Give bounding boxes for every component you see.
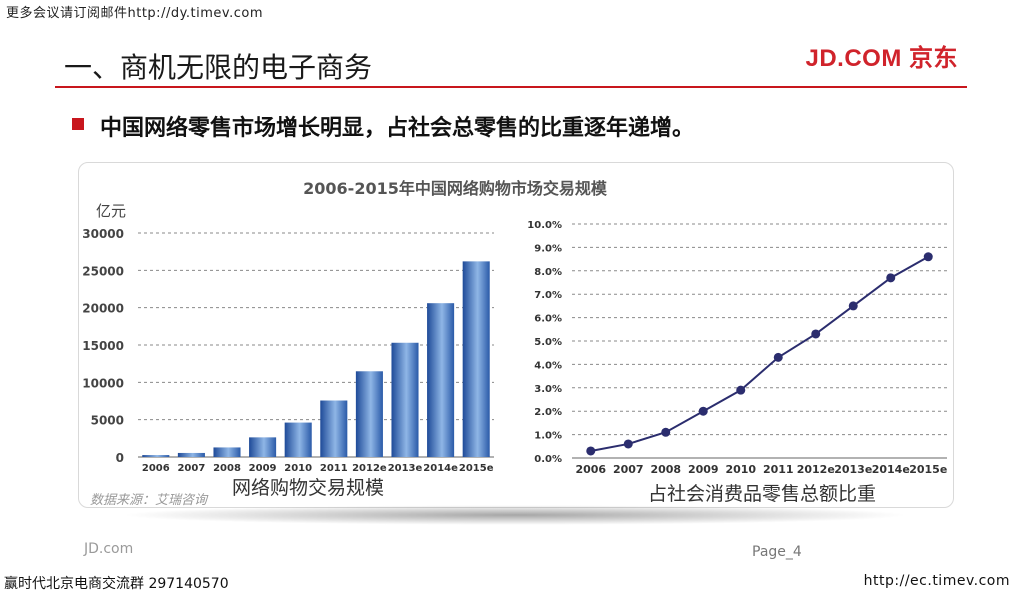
line-x-tick-label: 2006 — [575, 463, 606, 476]
bar-chart: 0 5000 10000 15000 20000 25000 30000 2006 2007 20… — [82, 227, 494, 474]
title-rule — [55, 86, 967, 88]
line-point — [923, 252, 933, 262]
top-note: 更多会议请订阅邮件http://dy.timev.com — [6, 6, 264, 21]
line-x-tick-label: 2015e — [909, 463, 947, 476]
slide-title: 一、商机无限的电子商务 — [64, 51, 373, 84]
line-y-tick-label: 3.0% — [534, 384, 562, 395]
line-x-tick-label: 2011 — [763, 463, 794, 476]
line-x-tick-label: 2010 — [725, 463, 756, 476]
line-y-tick-label: 8.0% — [534, 267, 562, 278]
line-point — [586, 446, 596, 456]
line-point — [623, 439, 633, 449]
bar-x-tick-label: 2009 — [249, 463, 277, 474]
bottom-left-note: 赢时代北京电商交流群 297140570 — [4, 576, 229, 592]
bar-y-tick-label: 10000 — [82, 376, 124, 390]
line-x-tick-label: 2014e — [872, 463, 910, 476]
bar-y-tick-label: 25000 — [82, 264, 124, 278]
line-chart: 0.0% 1.0% 2.0% 3.0% 4.0% 5.0% 6.0% 7.0% 8.0% 9.0%… — [527, 220, 947, 476]
bar-x-tick-label: 2010 — [284, 463, 312, 474]
line-point — [848, 301, 858, 311]
bullet-square-icon — [72, 118, 84, 130]
line-y-tick-label: 6.0% — [534, 314, 562, 325]
bar-x-tick-label: 2006 — [142, 463, 170, 474]
bar-x-tick-label: 2012e — [352, 463, 387, 474]
bar — [213, 447, 241, 457]
panel-shadow — [120, 505, 910, 525]
bar-y-tick-label: 0 — [116, 451, 124, 465]
line-y-tick-label: 7.0% — [534, 290, 562, 301]
jd-logo: JD.COM 京东 — [805, 45, 958, 72]
bar-x-tick-label: 2007 — [177, 463, 205, 474]
line-x-tick-label: 2013e — [834, 463, 872, 476]
bar — [320, 400, 348, 457]
bar — [355, 371, 383, 457]
bar — [142, 455, 170, 457]
line-x-tick-label: 2009 — [688, 463, 719, 476]
bar-x-tick-label: 2015e — [459, 463, 494, 474]
line-point — [773, 352, 783, 362]
data-source: 数据来源：艾瑞咨询 — [90, 493, 209, 508]
bar — [249, 437, 277, 457]
bullet-text: 中国网络零售市场增长明显，占社会总零售的比重逐年递增。 — [100, 116, 695, 141]
line-chart-xlabel: 占社会消费品零售总额比重 — [648, 483, 876, 505]
bar-y-tick-label: 30000 — [82, 227, 124, 241]
bar-chart-xlabel: 网络购物交易规模 — [232, 477, 384, 499]
bar — [391, 342, 419, 457]
bar-x-tick-label: 2013e — [388, 463, 423, 474]
bar-x-tick-label: 2014e — [423, 463, 458, 474]
line-point — [661, 427, 671, 437]
bar — [427, 303, 455, 457]
line-point — [811, 329, 821, 339]
line-series — [590, 255, 929, 452]
chart-title: 2006-2015年中国网络购物市场交易规模 — [303, 179, 608, 198]
line-point — [698, 406, 708, 416]
line-point — [736, 385, 746, 395]
bar — [462, 261, 490, 457]
line-y-tick-label: 10.0% — [527, 220, 562, 231]
bar — [284, 422, 312, 457]
bar-y-tick-label: 15000 — [82, 339, 124, 353]
line-x-tick-label: 2008 — [650, 463, 681, 476]
line-y-tick-label: 1.0% — [534, 431, 562, 442]
line-y-tick-label: 0.0% — [534, 454, 562, 465]
bottom-right-note: http://ec.timev.com — [863, 573, 1010, 589]
line-y-tick-label: 4.0% — [534, 360, 562, 371]
bar-x-tick-label: 2011 — [320, 463, 348, 474]
line-y-tick-label: 5.0% — [534, 337, 562, 348]
line-x-tick-label: 2012e — [797, 463, 835, 476]
bar — [177, 452, 205, 457]
bar-y-tick-label: 5000 — [91, 414, 124, 428]
line-point — [886, 273, 896, 283]
bar-x-tick-label: 2008 — [213, 463, 241, 474]
bar-chart-ylabel: 亿元 — [96, 202, 126, 220]
line-y-tick-label: 9.0% — [534, 243, 562, 254]
page-number: Page_4 — [752, 544, 802, 560]
footer-brand: JD.com — [84, 541, 134, 557]
line-y-tick-label: 2.0% — [534, 407, 562, 418]
line-x-tick-label: 2007 — [613, 463, 644, 476]
bar-y-tick-label: 20000 — [82, 302, 124, 316]
